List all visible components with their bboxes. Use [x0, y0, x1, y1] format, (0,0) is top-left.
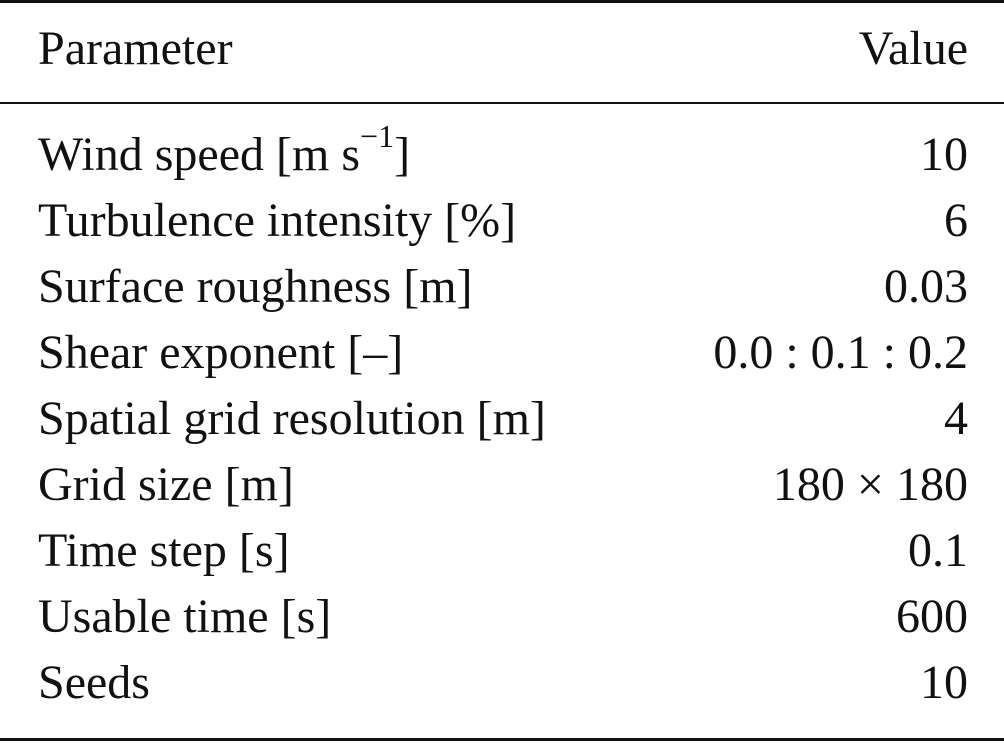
header-parameter: Parameter — [38, 22, 233, 75]
row-parameter: Seeds — [38, 656, 150, 709]
table-body: Wind speed [m s−1] 10 Turbulence intensi… — [0, 120, 1004, 716]
row-parameter: Surface roughness [m] — [38, 260, 473, 313]
table-row: Shear exponent [–] 0.0 : 0.1 : 0.2 — [0, 320, 1004, 386]
row-value: 4 — [944, 392, 968, 445]
header-rule — [0, 102, 1004, 104]
row-parameter-text: Wind speed [m s — [38, 128, 361, 181]
table-row: Turbulence intensity [%] 6 — [0, 188, 1004, 254]
row-parameter-superscript: −1 — [360, 118, 395, 154]
table-row: Grid size [m] 180 × 180 — [0, 452, 1004, 518]
header-value: Value — [858, 22, 968, 75]
row-value: 180 × 180 — [772, 458, 968, 511]
row-parameter: Wind speed [m s−1] — [38, 120, 411, 188]
table-row: Seeds 10 — [0, 650, 1004, 716]
row-parameter: Grid size [m] — [38, 458, 294, 511]
row-parameter: Shear exponent [–] — [38, 326, 404, 379]
table-row: Usable time [s] 600 — [0, 584, 1004, 650]
header-row: Parameter Value — [0, 16, 1004, 82]
bottom-rule — [0, 738, 1004, 741]
row-value: 0.0 : 0.1 : 0.2 — [713, 326, 968, 379]
row-value: 10 — [920, 656, 968, 709]
row-parameter: Time step [s] — [38, 524, 290, 577]
top-rule — [0, 0, 1004, 3]
row-parameter: Usable time [s] — [38, 590, 332, 643]
row-value: 6 — [944, 194, 968, 247]
row-value: 10 — [920, 128, 968, 181]
table-row: Surface roughness [m] 0.03 — [0, 254, 1004, 320]
row-value: 0.1 — [908, 524, 968, 577]
row-parameter-tail: ] — [394, 128, 411, 181]
row-value: 0.03 — [884, 260, 968, 313]
table-row: Spatial grid resolution [m] 4 — [0, 386, 1004, 452]
row-parameter: Turbulence intensity [%] — [38, 194, 517, 247]
table-row: Wind speed [m s−1] 10 — [0, 120, 1004, 188]
table-row: Time step [s] 0.1 — [0, 518, 1004, 584]
row-parameter: Spatial grid resolution [m] — [38, 392, 546, 445]
row-value: 600 — [896, 590, 968, 643]
